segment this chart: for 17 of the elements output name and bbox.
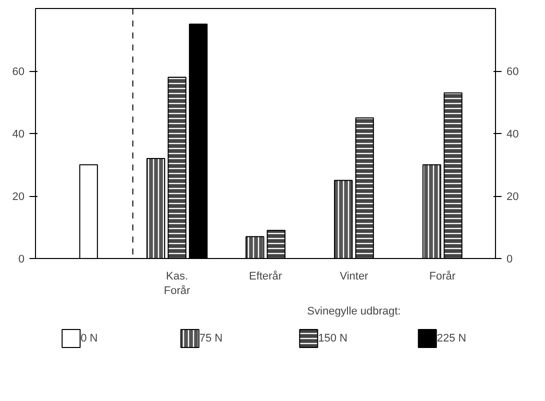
y-tick-label: 20 [12, 191, 25, 203]
legend-label: 150 N [318, 332, 348, 344]
y-tick-label: 0 [18, 254, 25, 266]
legend-label: 225 N [436, 332, 466, 344]
x-tick-label: Forår [429, 270, 456, 282]
x-tick-label: Kas. Forår [164, 270, 191, 297]
text: Svinegylle udbragt: [307, 306, 401, 318]
y2-tick-label: 40 [506, 128, 519, 140]
legend-label: 75 N [199, 332, 223, 344]
x-tick-label: Efterår [248, 270, 282, 282]
y2-tick-label: 20 [506, 191, 519, 203]
legend-label: 0 N [80, 332, 98, 344]
x-tick-label: Vinter [340, 270, 369, 282]
y-tick-label: 40 [12, 128, 25, 140]
y2-tick-label: 0 [506, 254, 513, 266]
y2-tick-label: 60 [506, 66, 519, 78]
y-tick-label: 60 [12, 66, 25, 78]
